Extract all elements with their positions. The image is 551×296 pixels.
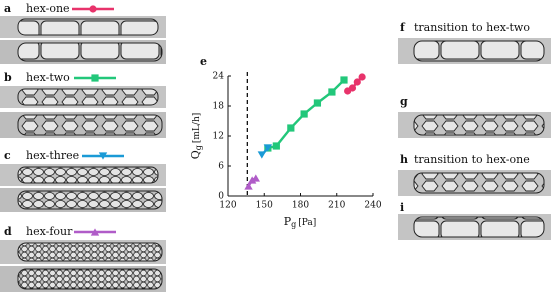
marker: [251, 174, 260, 182]
panel-label: b: [4, 71, 12, 84]
marker: [244, 182, 253, 190]
marker: [340, 76, 348, 84]
y-label-unit: [mL/h]: [192, 113, 202, 143]
micrographs-left: [0, 16, 166, 292]
marker: [257, 151, 267, 159]
y-tick-label: 0: [218, 192, 224, 202]
x-axis-label: Pg [Pa]: [284, 215, 317, 229]
marker: [353, 78, 361, 86]
y-label-subscript: g: [194, 145, 203, 150]
legend-marker: [89, 5, 97, 13]
x-tick-label: 180: [292, 201, 309, 211]
micrographs-right: [398, 38, 551, 240]
x-tick-label: 210: [328, 201, 345, 211]
marker: [358, 73, 366, 81]
legend-label: hex-one: [26, 2, 70, 15]
marker: [272, 142, 280, 150]
y-tick-label: 12: [213, 132, 224, 142]
x-tick-label: 120: [219, 201, 236, 211]
y-label-symbol: Q: [189, 150, 202, 159]
panel-label: h: [400, 153, 408, 166]
panel-caption: transition to hex-one: [414, 153, 530, 166]
marker: [348, 84, 357, 92]
legend-label: hex-four: [26, 225, 73, 238]
marker: [328, 88, 336, 96]
panel-label: e: [200, 55, 207, 68]
legend-label: hex-two: [26, 71, 70, 84]
marker: [287, 124, 295, 132]
panel-caption: transition to hex-two: [414, 21, 530, 34]
panel-label: f: [400, 21, 406, 34]
panel-label: d: [4, 225, 12, 238]
legend-marker: [91, 74, 99, 82]
panel-label: i: [400, 201, 404, 214]
marker: [300, 110, 308, 118]
marker: [313, 99, 322, 107]
y-tick-label: 24: [213, 72, 225, 82]
panel-label: a: [4, 2, 11, 15]
x-label-unit: [Pa]: [298, 218, 316, 228]
x-tick-label: 150: [256, 201, 273, 211]
legend-marker: [98, 152, 108, 160]
legend-marker: [90, 228, 100, 236]
marker: [247, 176, 257, 184]
legend-label: hex-three: [26, 149, 79, 162]
y-tick-label: 18: [213, 102, 225, 112]
marker: [263, 144, 273, 152]
y-axis-label: Qg [mL/h]: [189, 113, 203, 160]
x-label-subscript: g: [291, 220, 296, 229]
panel-label: c: [4, 149, 11, 162]
x-tick-label: 240: [364, 201, 381, 211]
y-tick-label: 6: [218, 162, 224, 172]
panel-label: g: [400, 95, 408, 108]
x-label-symbol: P: [284, 215, 292, 228]
